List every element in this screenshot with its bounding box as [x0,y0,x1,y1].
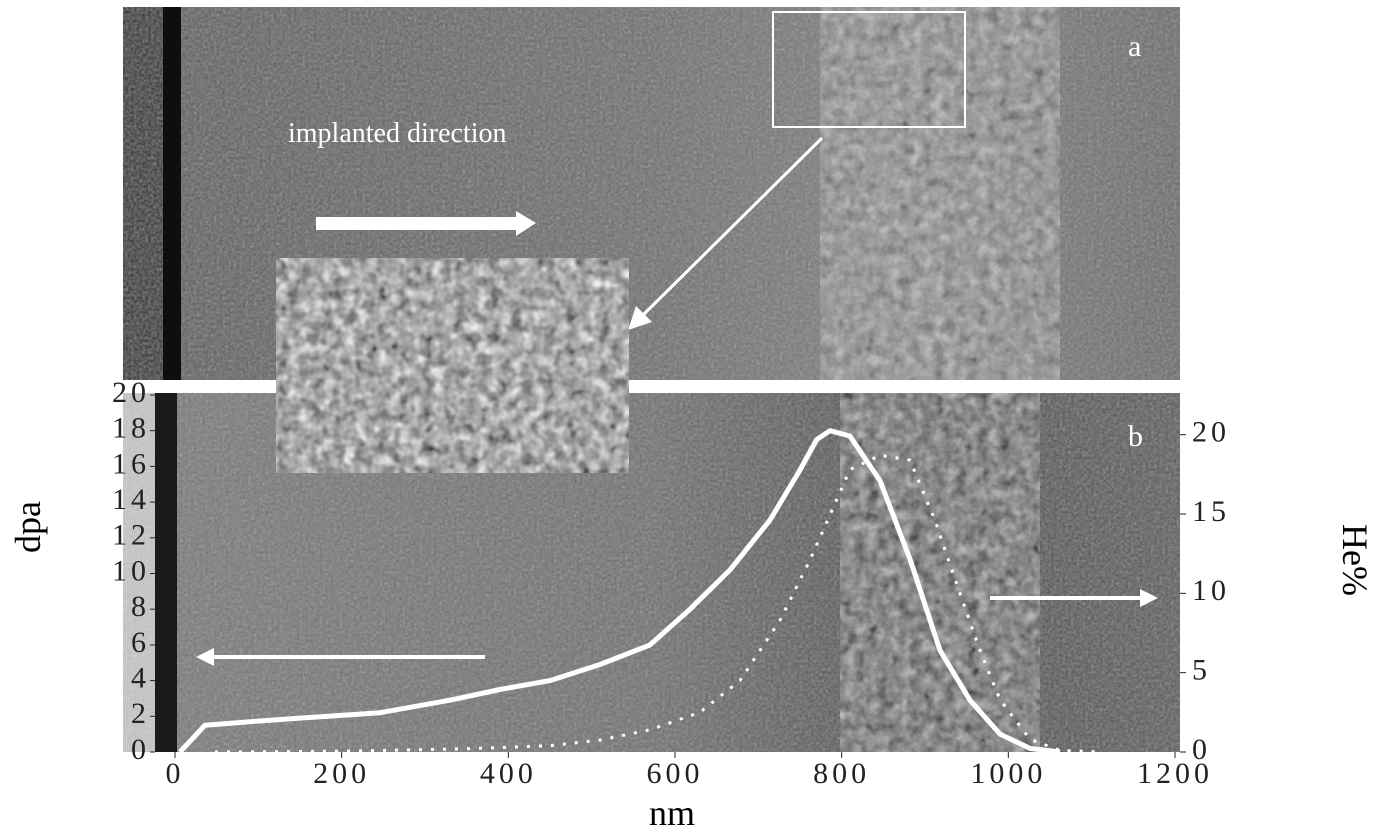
panel-label: a [1128,30,1141,63]
y-tick-label: 18 [112,412,150,445]
x-tick-label: 200 [313,757,370,790]
y-tick-label: 6 [131,626,150,659]
y2-tick-label: 10 [1192,574,1230,607]
direction-label: implanted direction [288,118,507,149]
y2-tick-label: 15 [1192,495,1230,528]
y2-tick-label: 5 [1192,654,1211,687]
x-axis-title: nm [649,793,695,830]
y-axis-title: dpa [8,501,48,553]
y-tick-label: 14 [112,483,150,516]
y-tick-label: 8 [131,590,150,623]
micrograph-b [123,393,1180,752]
inset-micrograph [276,258,629,473]
y-tick-label: 2 [131,697,150,730]
series-line [178,428,1061,755]
y-tick-label: 16 [112,447,150,480]
y-tick-label: 4 [131,661,150,694]
y-tick-label: 20 [112,376,150,409]
direction-arrows [196,589,1158,666]
x-tick-label: 1200 [1137,757,1213,790]
x-tick-label: 0 [166,757,185,790]
x-tick-label: 1000 [970,757,1046,790]
x-tick-label: 400 [480,757,537,790]
y2-tick-label: 0 [1192,733,1211,766]
panel-label: b [1128,420,1143,453]
y-tick-label: 12 [112,519,150,552]
x-tick-label: 600 [647,757,704,790]
y2-tick-label: 20 [1192,416,1230,449]
y2-axis-title: He% [1335,524,1375,596]
y-tick-label: 0 [131,733,150,766]
x-tick-label: 800 [813,757,870,790]
y-tick-label: 10 [112,554,150,587]
